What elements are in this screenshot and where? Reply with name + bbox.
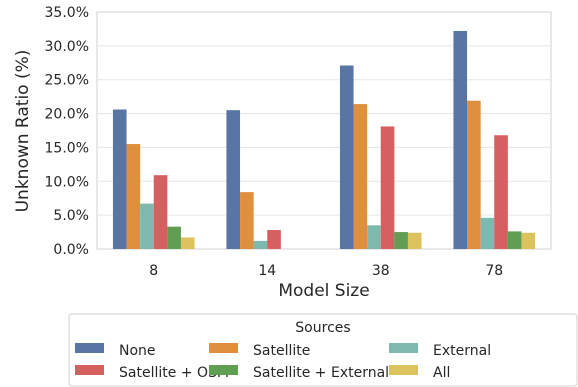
y-axis-ticks: 0.0% 5.0% 10.0% 15.0% 20.0% 25.0% 30.0% 35.0%	[45, 5, 89, 258]
y-tick-label: 5.0%	[53, 208, 89, 224]
legend-label: Satellite + OSM	[119, 365, 229, 381]
legend-label: Satellite + External	[253, 365, 389, 381]
bars	[112, 30, 536, 250]
bar	[380, 126, 395, 249]
legend: Sources None Satellite External Satellite +…	[68, 313, 578, 387]
bar	[226, 110, 241, 249]
legend-box	[68, 313, 578, 387]
bar	[167, 226, 181, 249]
bar	[253, 240, 268, 249]
legend-label: None	[119, 343, 156, 359]
y-tick-label: 35.0%	[45, 5, 89, 21]
legend-title: Sources	[295, 320, 350, 336]
bar	[407, 232, 422, 249]
y-tick-label: 25.0%	[45, 73, 89, 89]
x-axis-label: Model Size	[278, 281, 369, 301]
legend-swatch	[75, 365, 104, 375]
legend-label: External	[433, 343, 491, 359]
bar	[494, 135, 508, 249]
legend-swatch	[389, 365, 418, 375]
bar	[180, 237, 195, 249]
bar	[267, 230, 281, 249]
legend-swatch	[209, 365, 238, 375]
bar	[240, 192, 254, 249]
x-tick-label: 8	[149, 263, 158, 279]
x-tick-label: 38	[372, 263, 390, 279]
x-axis-ticks: 8 14 38 78	[149, 263, 503, 279]
bar	[507, 231, 522, 249]
bar	[112, 109, 127, 249]
bar	[521, 232, 536, 249]
x-tick-label: 78	[485, 263, 503, 279]
legend-label: All	[433, 365, 450, 381]
bar	[394, 232, 408, 249]
legend-swatch	[209, 343, 238, 353]
bar	[480, 217, 495, 249]
bar	[467, 100, 481, 249]
bar	[140, 203, 154, 249]
y-tick-label: 0.0%	[53, 242, 89, 258]
y-tick-label: 30.0%	[45, 39, 89, 55]
legend-swatch	[389, 343, 418, 353]
y-tick-label: 20.0%	[45, 107, 89, 123]
bar	[367, 225, 381, 249]
bar	[453, 30, 468, 250]
bar	[126, 144, 141, 249]
legend-items: None Satellite External Satellite + OSM Sate…	[75, 343, 491, 381]
bar	[353, 104, 368, 249]
x-tick-label: 14	[258, 263, 276, 279]
bar	[339, 65, 354, 249]
legend-label: Satellite	[253, 343, 310, 359]
legend-swatch	[75, 343, 104, 353]
bar	[153, 175, 168, 249]
y-axis-label: Unknown Ratio (%)	[13, 50, 33, 213]
y-tick-label: 10.0%	[45, 174, 89, 190]
y-tick-label: 15.0%	[45, 140, 89, 156]
